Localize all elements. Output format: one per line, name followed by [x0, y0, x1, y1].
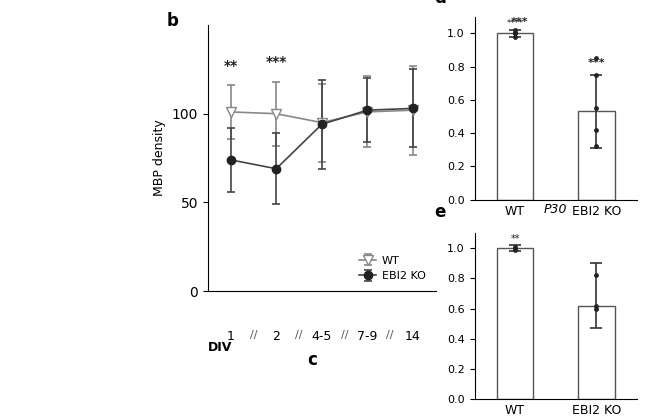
- Point: [592, 302, 602, 309]
- Point: [510, 33, 520, 40]
- Bar: [497, 248, 534, 399]
- Text: DIV: DIV: [208, 341, 233, 354]
- Text: //: //: [386, 330, 394, 340]
- Point: [510, 30, 520, 37]
- Point: [510, 30, 520, 37]
- Point: [592, 305, 602, 312]
- Y-axis label: MBP density: MBP density: [153, 120, 166, 196]
- Text: ***: ***: [588, 58, 605, 68]
- Bar: [578, 306, 615, 399]
- Point: [510, 245, 520, 251]
- Text: ***: ***: [266, 55, 287, 69]
- Point: [592, 72, 602, 78]
- Text: P14: P14: [544, 0, 567, 2]
- Legend: WT, EBI2 KO: WT, EBI2 KO: [355, 251, 430, 286]
- Text: b: b: [167, 12, 179, 30]
- Text: P30: P30: [544, 203, 567, 216]
- Bar: [578, 111, 615, 200]
- Text: 4-5: 4-5: [311, 330, 332, 343]
- Text: e: e: [434, 203, 445, 221]
- Text: **: **: [224, 59, 238, 73]
- Point: [510, 27, 520, 33]
- Text: a: a: [9, 12, 20, 30]
- Text: ***: ***: [510, 17, 528, 27]
- Text: c: c: [307, 351, 317, 369]
- Point: [510, 243, 520, 250]
- Point: [592, 105, 602, 111]
- Text: //: //: [341, 330, 348, 340]
- Text: 1: 1: [227, 330, 235, 343]
- Text: ****: ****: [506, 19, 524, 28]
- Point: [510, 30, 520, 37]
- Point: [592, 272, 602, 279]
- Point: [592, 143, 602, 150]
- Bar: [497, 33, 534, 200]
- Text: 2: 2: [272, 330, 280, 343]
- Text: 7-9: 7-9: [357, 330, 378, 343]
- Text: //: //: [250, 330, 257, 340]
- Text: 14: 14: [405, 330, 421, 343]
- Text: **: **: [510, 233, 520, 243]
- Text: //: //: [295, 330, 303, 340]
- Point: [592, 55, 602, 62]
- Point: [510, 246, 520, 253]
- Point: [592, 126, 602, 133]
- Text: d: d: [434, 0, 446, 7]
